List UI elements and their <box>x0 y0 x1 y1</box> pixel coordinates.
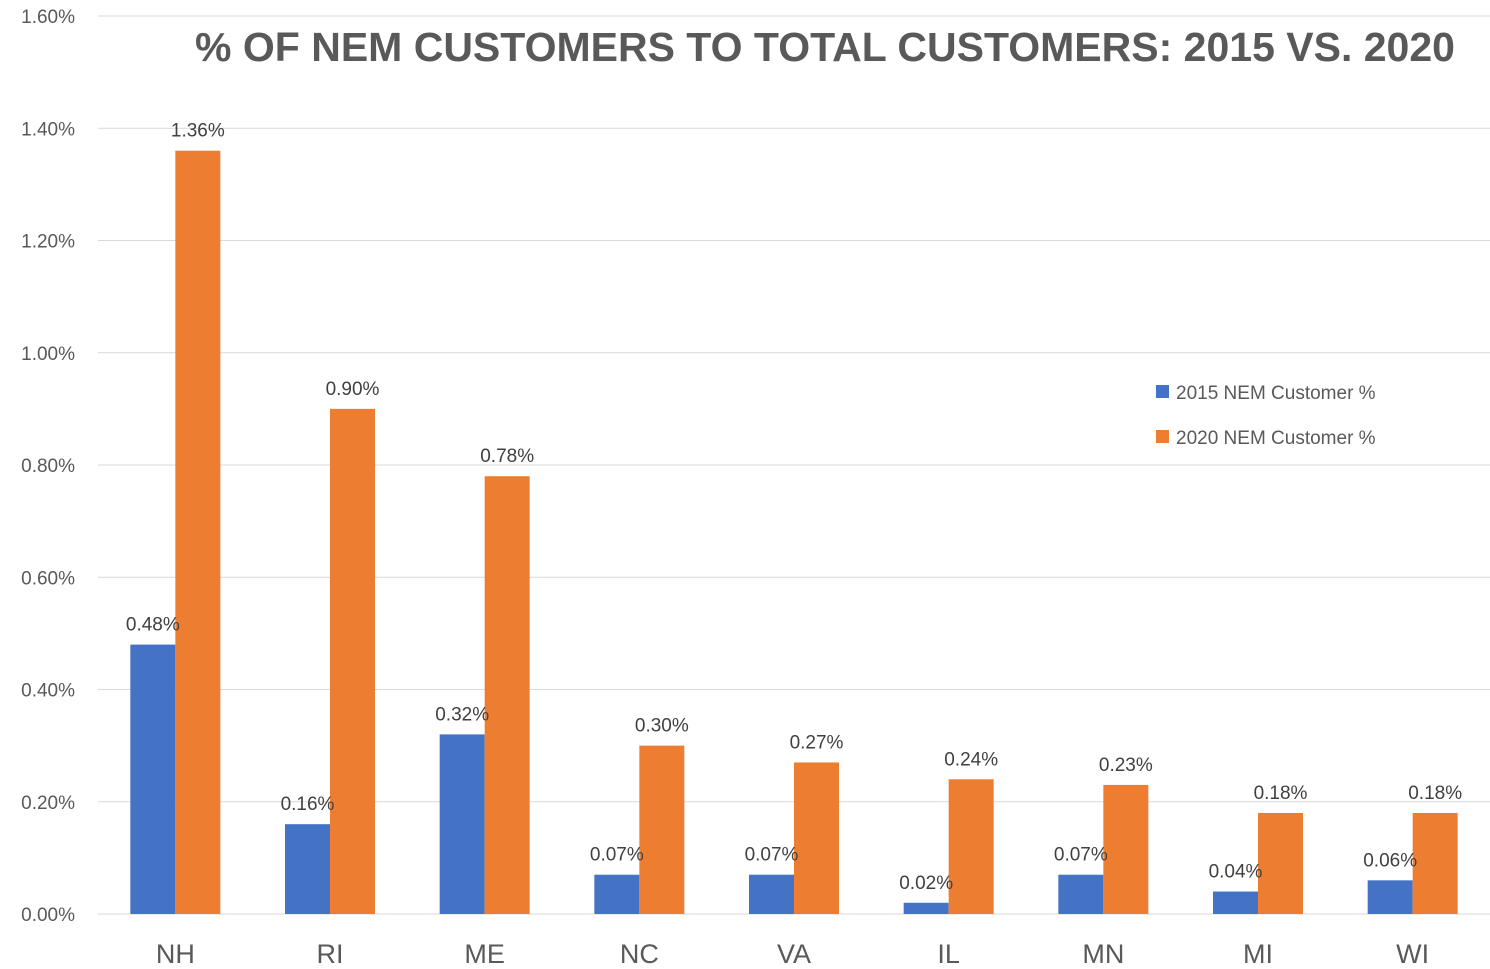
bar-2015-mi <box>1213 891 1258 914</box>
data-label: 0.06% <box>1363 850 1417 871</box>
data-label: 1.36% <box>171 121 225 142</box>
x-tick-label: MI <box>1243 939 1273 969</box>
legend-swatch <box>1156 430 1169 443</box>
data-label: 0.23% <box>1099 755 1153 776</box>
x-tick-label: IL <box>937 939 960 969</box>
x-tick-label: WI <box>1396 939 1429 969</box>
y-tick-label: 0.60% <box>21 568 75 589</box>
bars <box>130 150 1458 914</box>
bar-2015-nh <box>130 644 176 914</box>
bar-2020-ri <box>330 408 375 914</box>
data-label: 0.02% <box>899 873 953 894</box>
data-label: 0.27% <box>790 732 844 753</box>
bar-2015-va <box>749 874 794 914</box>
data-label: 0.90% <box>326 379 380 400</box>
y-tick-label: 0.80% <box>21 456 75 477</box>
y-tick-label: 0.20% <box>21 793 75 814</box>
data-label: 0.07% <box>590 845 644 866</box>
bar-2020-il <box>948 779 994 914</box>
bar-2020-nh <box>175 150 221 914</box>
bar-2015-nc <box>594 874 640 914</box>
legend-label: 2015 NEM Customer % <box>1176 383 1376 404</box>
legend-swatch <box>1156 385 1169 398</box>
data-label: 0.18% <box>1254 783 1308 804</box>
bar-2020-mi <box>1258 812 1303 914</box>
bar-2015-ri <box>285 824 330 914</box>
x-tick-label: MN <box>1082 939 1124 969</box>
legend-label: 2020 NEM Customer % <box>1176 428 1376 449</box>
bar-2020-mn <box>1103 784 1149 914</box>
y-axis-tick-labels: 0.00% 0.20% 0.40% 0.60% 0.80% 1.00% 1.20% 1.40%… <box>21 7 75 926</box>
x-tick-label: ME <box>464 939 505 969</box>
bar-2020-wi <box>1412 812 1458 914</box>
x-tick-label: VA <box>777 939 811 969</box>
y-tick-label: 0.00% <box>21 905 75 926</box>
y-tick-label: 1.40% <box>21 119 75 140</box>
data-label: 0.18% <box>1408 783 1462 804</box>
data-label: 0.16% <box>281 794 335 815</box>
bar-2020-me <box>484 476 530 914</box>
bar-2015-me <box>439 734 485 914</box>
data-label: 0.30% <box>635 716 689 737</box>
chart-title: % OF NEM CUSTOMERS TO TOTAL CUSTOMERS: 2… <box>195 24 1455 70</box>
data-label: 0.07% <box>745 845 799 866</box>
legend: 2015 NEM Customer % 2020 NEM Customer % <box>1156 383 1376 449</box>
x-tick-label: NC <box>620 939 659 969</box>
data-label: 0.78% <box>480 446 534 467</box>
data-label: 0.24% <box>944 749 998 770</box>
x-tick-label: RI <box>317 939 344 969</box>
x-axis-tick-labels: NH RI ME NC VA IL MN MI WI <box>156 939 1429 969</box>
bar-2020-va <box>794 762 839 914</box>
y-tick-label: 0.40% <box>21 681 75 702</box>
data-label: 0.48% <box>126 615 180 636</box>
data-label: 0.04% <box>1209 862 1263 883</box>
bar-2015-wi <box>1367 880 1413 914</box>
bar-2015-il <box>903 902 949 914</box>
y-tick-label: 1.00% <box>21 344 75 365</box>
data-label: 0.07% <box>1054 845 1108 866</box>
y-tick-label: 1.60% <box>21 7 75 28</box>
y-tick-label: 1.20% <box>21 232 75 253</box>
bar-2015-mn <box>1058 874 1104 914</box>
bar-2020-nc <box>639 745 685 914</box>
x-tick-label: NH <box>156 939 195 969</box>
data-labels: 0.48% 1.36% 0.16% 0.90% 0.32% 0.78% 0.07% 0.30%… <box>126 121 1462 894</box>
data-label: 0.32% <box>435 704 489 725</box>
